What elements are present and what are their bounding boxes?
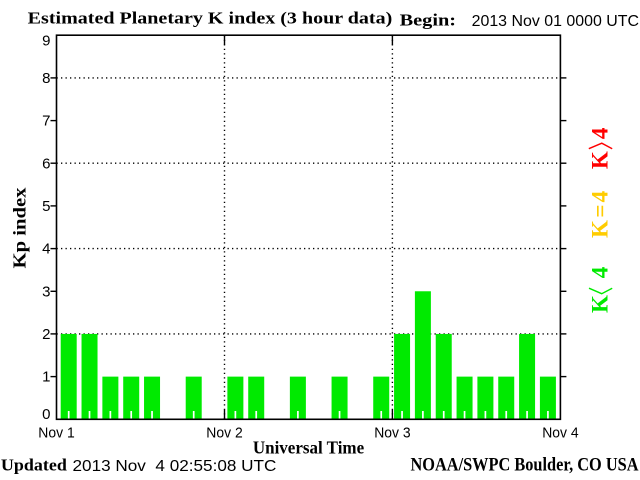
svg-text:K: K <box>587 295 612 313</box>
svg-text:4: 4 <box>42 241 50 258</box>
svg-text:Estimated Planetary K index (3: Estimated Planetary K index (3 hour data… <box>28 8 393 27</box>
svg-text:3: 3 <box>42 283 50 300</box>
svg-text:5: 5 <box>42 198 50 215</box>
svg-text:K: K <box>587 151 612 169</box>
svg-text:1: 1 <box>42 369 50 386</box>
svg-text:6: 6 <box>42 155 50 172</box>
svg-text:4: 4 <box>587 190 612 202</box>
svg-text:Begin:: Begin: <box>400 11 457 30</box>
svg-text:Nov 2: Nov 2 <box>206 426 242 442</box>
svg-text:2013 Nov 4 02:55:08 UTC: 2013 Nov 4 02:55:08 UTC <box>73 458 277 475</box>
svg-text:Universal Time: Universal Time <box>253 437 365 457</box>
svg-text:8: 8 <box>42 70 50 87</box>
svg-text:K: K <box>587 220 612 238</box>
svg-text:=: = <box>587 204 612 217</box>
svg-text:2013 Nov 01 0000 UTC: 2013 Nov 01 0000 UTC <box>472 13 639 30</box>
svg-text:NOAA/SWPC Boulder, CO USA: NOAA/SWPC Boulder, CO USA <box>411 456 640 476</box>
svg-text:Nov 1: Nov 1 <box>38 426 74 442</box>
svg-text:4: 4 <box>587 127 612 139</box>
svg-text:2: 2 <box>42 326 50 343</box>
svg-text:Nov 3: Nov 3 <box>374 426 410 442</box>
svg-text:4: 4 <box>587 266 612 278</box>
svg-text:Updated: Updated <box>1 456 68 475</box>
svg-text:7: 7 <box>42 113 50 130</box>
svg-text:0: 0 <box>42 406 50 423</box>
svg-text:Nov 4: Nov 4 <box>542 426 578 442</box>
svg-text:Kp index: Kp index <box>10 187 30 268</box>
svg-text:9: 9 <box>42 32 50 49</box>
